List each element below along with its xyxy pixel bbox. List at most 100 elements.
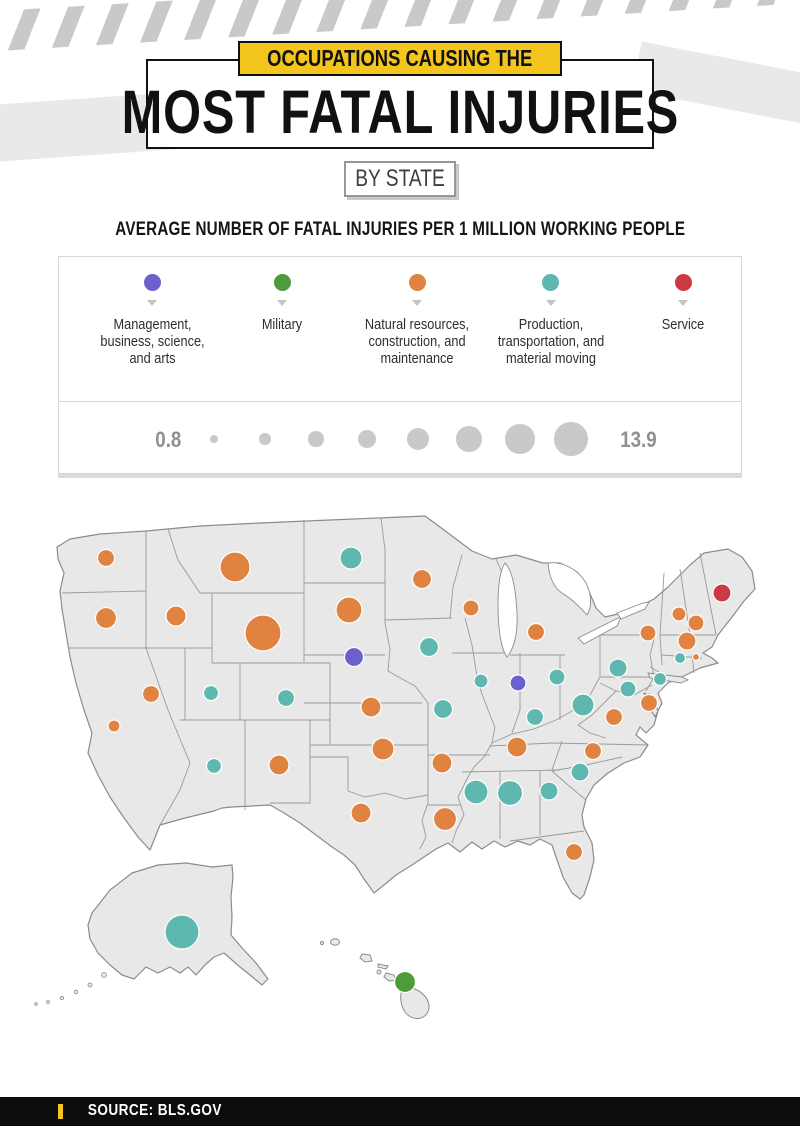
legend-item-service: Service: [623, 274, 743, 333]
legend-item-management: Management, business, science, and arts: [67, 274, 237, 367]
bubble-AR: [431, 752, 453, 774]
bubble-TX: [350, 802, 372, 824]
pointer-triangle-icon: [545, 300, 556, 306]
hawaii-islands: [319, 938, 430, 1019]
legend-label: Natural resources, construction, and mai…: [364, 316, 470, 367]
bubble-AL: [496, 779, 524, 807]
legend-item-production: Production, transportation, and material…: [458, 274, 643, 367]
bubble-CO: [276, 688, 296, 708]
aleutian-islands: [34, 972, 107, 1006]
lake-ontario: [616, 601, 650, 620]
bubble-CT: [673, 651, 687, 665]
natural-resources-dot-icon: [408, 274, 426, 291]
scale-max-value: 13.9: [620, 427, 657, 452]
scale-dot-7: [505, 424, 535, 454]
bubble-RI: [691, 652, 701, 662]
lake-erie: [577, 616, 622, 645]
pointer-triangle-icon: [277, 300, 287, 306]
by-state-text: BY STATE: [355, 165, 445, 192]
legend-label: Military: [261, 316, 303, 333]
lake-michigan: [497, 562, 518, 658]
scale-dot-3: [308, 431, 324, 447]
bubble-NE: [343, 646, 365, 668]
legend-label: Production, transportation, and material…: [497, 316, 604, 367]
legend-panel: Management, business, science, and arts …: [58, 256, 742, 402]
bubble-FL: [564, 842, 584, 862]
us-bubble-map: [0, 505, 800, 1065]
bubble-GA: [539, 781, 559, 801]
bubble-NH: [687, 614, 705, 632]
kicker-badge: OCCUPATIONS CAUSING THE: [238, 41, 562, 76]
bubble-NC: [583, 741, 603, 761]
military-dot-icon: [273, 274, 291, 291]
legend-item-natural-resources: Natural resources, construction, and mai…: [322, 274, 512, 367]
kicker-text: OCCUPATIONS CAUSING THE: [267, 45, 533, 71]
bubble-MA: [677, 631, 697, 651]
bubble-MD: [619, 680, 637, 698]
management-dot-icon: [143, 274, 161, 291]
subtitle: AVERAGE NUMBER OF FATAL INJURIES PER 1 M…: [114, 219, 686, 240]
bubble-NM: [268, 754, 290, 776]
bubble-OR: [94, 606, 118, 630]
bubble-WA: [96, 548, 116, 568]
bubble-IN: [509, 674, 527, 692]
bubble-MO: [432, 698, 454, 720]
pointer-triangle-icon: [678, 300, 688, 306]
bubble-SC: [570, 762, 590, 782]
scale-dot-6: [456, 426, 482, 452]
bubble-DE: [639, 693, 659, 713]
bubble-ND: [339, 546, 363, 570]
scale-dot-8: [554, 422, 588, 456]
yellow-tick-icon: [58, 1104, 63, 1119]
scale-dot-1: [210, 435, 218, 443]
page-title: MOST FATAL INJURIES: [121, 78, 679, 146]
bubble-SD: [335, 596, 363, 624]
legend-label: Management, business, science, and arts: [99, 316, 205, 367]
production-dot-icon: [542, 274, 559, 291]
bubble-ME: [712, 583, 732, 603]
bubble-WY: [244, 614, 282, 652]
bubble-IA: [418, 636, 440, 658]
bubble-MT: [219, 551, 251, 583]
bubble-KS: [360, 696, 382, 718]
scale-dot-4: [357, 429, 377, 449]
bubble-OH: [548, 668, 566, 686]
footer-bar: SOURCE: BLS.GOV: [0, 1097, 800, 1126]
bubble-UT: [202, 684, 220, 702]
lake-huron: [547, 562, 592, 616]
bubble-NV: [141, 684, 161, 704]
by-state-badge: BY STATE: [344, 161, 456, 197]
pointer-triangle-icon: [147, 300, 157, 306]
pointer-triangle-icon: [412, 300, 422, 306]
bubble-ID: [165, 605, 187, 627]
source-text: SOURCE: BLS.GOV: [87, 1102, 222, 1119]
bubble-LA: [432, 806, 458, 832]
bubble-MS: [463, 779, 489, 805]
scale-dot-5: [407, 428, 429, 450]
legend-item-military: Military: [222, 274, 342, 333]
bubble-PA: [608, 658, 628, 678]
bubble-IL: [473, 673, 489, 689]
state-bubbles: [94, 546, 732, 994]
bubble-MN: [411, 568, 433, 590]
scale-min-value: 0.8: [155, 427, 182, 452]
bubble-KY: [525, 707, 545, 727]
bubble-WI: [462, 599, 480, 617]
service-dot-icon: [674, 274, 692, 291]
bubble-HI: [393, 970, 417, 994]
bubble-NY: [639, 624, 657, 642]
bubble-VA: [604, 707, 624, 727]
bubble-WV: [571, 693, 595, 717]
bubble-AZ: [205, 757, 223, 775]
us-map-shapes: [34, 515, 756, 1019]
bubble-VT: [671, 606, 687, 622]
bubble-TN: [506, 736, 528, 758]
bubble-CA: [107, 719, 121, 733]
size-scale-panel: 0.8 13.9: [58, 401, 742, 474]
bubble-OK: [371, 737, 395, 761]
legend-label: Service: [661, 316, 705, 333]
bubble-AK: [164, 914, 200, 950]
bubble-NJ: [652, 671, 668, 687]
scale-dot-2: [259, 433, 271, 445]
